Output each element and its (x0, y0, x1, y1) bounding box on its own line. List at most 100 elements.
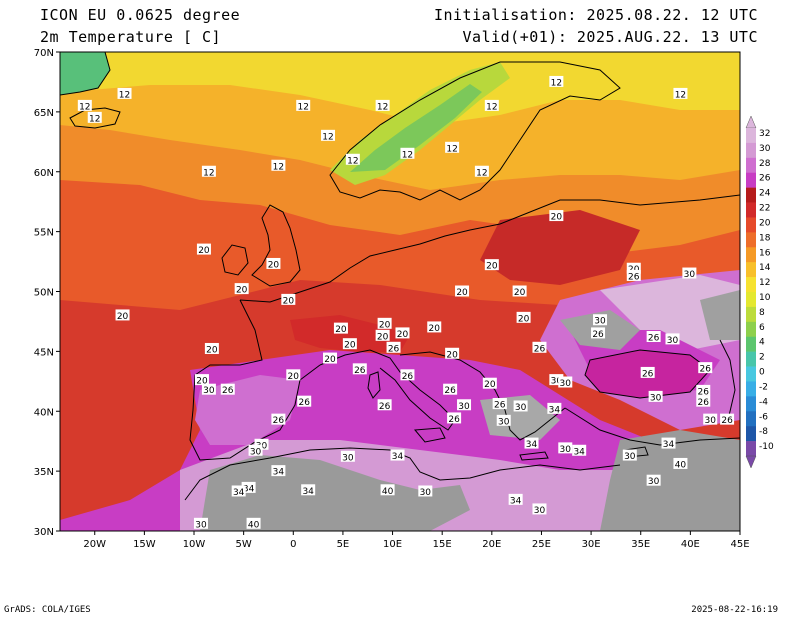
lon-tick-label: 10E (383, 539, 402, 550)
contour-label: 30 (513, 400, 528, 413)
lon-tick-label: 10W (183, 539, 206, 550)
contour-label-text: 20 (288, 372, 300, 382)
contour-label-text: 26 (642, 369, 654, 379)
lat-tick-label: 50N (34, 288, 54, 299)
contour-label-text: 20 (206, 345, 218, 355)
lon-tick-label: 15E (433, 539, 452, 550)
contour-label-text: 34 (243, 484, 255, 494)
contour-label: 20 (484, 259, 499, 272)
colorbar-bottom-arrow (745, 455, 757, 469)
contour-label-text: 30 (667, 336, 679, 346)
contour-label: 30 (193, 517, 208, 530)
contour-label: 26 (591, 327, 606, 340)
contour-label: 34 (231, 485, 246, 498)
contour-label: 30 (340, 450, 355, 463)
contour-label: 26 (377, 399, 392, 412)
colorbar-swatch (746, 396, 756, 412)
contour-label: 30 (418, 485, 433, 498)
colorbar-swatch (746, 172, 756, 188)
timestamp-label: 2025-08-22-16:19 (691, 605, 778, 615)
colorbar-level-label: 6 (759, 323, 765, 333)
credit-label: GrADS: COLA/IGES (4, 605, 91, 615)
contour-label: 20 (333, 322, 348, 335)
contour-label-text: 20 (518, 314, 530, 324)
contour-label-text: 26 (700, 365, 712, 375)
lon-tick-label: 15W (133, 539, 156, 550)
contour-label: 20 (234, 283, 249, 296)
contour-label-text: 12 (402, 150, 413, 160)
contour-label-text: 12 (446, 144, 457, 154)
contour-label-text: 26 (698, 387, 710, 397)
contour-label: 34 (271, 465, 286, 478)
contour-label: 26 (640, 366, 655, 379)
contour-label-text: 12 (297, 102, 308, 112)
contour-label-text: 20 (456, 288, 468, 298)
contour-label: 26 (297, 395, 312, 408)
contour-label: 26 (626, 269, 641, 282)
lat-tick-label: 35N (34, 467, 54, 478)
lat-tick-label: 65N (34, 108, 54, 119)
contour-label-text: 40 (382, 487, 394, 497)
colorbar-level-label: -4 (759, 397, 768, 407)
contour-label-text: 30 (704, 416, 716, 426)
contour-label-text: 30 (560, 445, 572, 455)
contour-label: 26 (220, 383, 235, 396)
contour-label-text: 20 (514, 288, 526, 298)
contour-label: 12 (474, 165, 489, 178)
contour-label: 34 (524, 437, 539, 450)
contour-label-text: 26 (721, 416, 733, 426)
contour-label: 26 (352, 363, 367, 376)
contour-label-text: 30 (250, 447, 262, 457)
colorbar-swatch (746, 202, 756, 218)
colorbar-swatch (746, 441, 756, 457)
contour-label: 34 (390, 449, 405, 462)
contour-label: 30 (496, 414, 511, 427)
contour-label: 12 (201, 165, 216, 178)
contour-label-text: 20 (335, 325, 347, 335)
contour-label-text: 26 (448, 415, 460, 425)
contour-label-text: 12 (551, 78, 562, 88)
contour-label: 30 (593, 314, 608, 327)
contour-label: 12 (400, 147, 415, 160)
contour-label-text: 26 (648, 334, 660, 344)
contour-label: 26 (400, 369, 415, 382)
colorbar-top-arrow (745, 115, 757, 129)
colorbar-level-label: 12 (759, 278, 770, 288)
colorbar-level-label: 2 (759, 353, 765, 363)
contour-label: 30 (703, 413, 718, 426)
contour-label: 26 (386, 341, 401, 354)
colorbar-level-label: 0 (759, 368, 765, 378)
colorbar-level-label: 10 (759, 293, 771, 303)
contour-label: 26 (646, 331, 661, 344)
contour-label-text: 12 (347, 156, 358, 166)
contour-label-text: 20 (377, 332, 389, 342)
contour-label: 34 (241, 481, 256, 494)
contour-label: 30 (648, 390, 663, 403)
contour-label-text: 30 (203, 386, 215, 396)
contour-label-text: 26 (534, 344, 546, 354)
contour-label-text: 30 (594, 317, 606, 327)
lat-tick-label: 30N (34, 527, 54, 538)
contour-label-text: 26 (402, 372, 414, 382)
contour-label: 20 (115, 309, 130, 322)
contour-label: 30 (558, 376, 573, 389)
contour-label: 30 (682, 267, 697, 280)
contour-label: 34 (301, 484, 316, 497)
contour-label-text: 26 (698, 398, 710, 408)
colorbar-swatch (746, 336, 756, 352)
contour-label-text: 30 (458, 402, 470, 412)
contour-label-text: 30 (534, 506, 546, 516)
contour-label-text: 26 (354, 366, 366, 376)
contour-label: 30 (549, 374, 564, 387)
contour-label: 12 (296, 99, 311, 112)
contour-label: 12 (375, 99, 390, 112)
colorbar-level-label: 16 (759, 248, 771, 258)
contour-label-text: 12 (89, 114, 100, 124)
colorbar-level-label: 30 (759, 144, 771, 154)
colorbar-level-label: -2 (759, 382, 768, 392)
contour-label-text: 34 (233, 488, 245, 498)
contour-label-text: 30 (420, 488, 432, 498)
axis-ticks: 20W 15W 10W 5W 0 5E 10E 15E 20E 25E 30E 35E 40E 45E 70… (34, 48, 750, 550)
contour-label-text: 34 (573, 447, 585, 457)
